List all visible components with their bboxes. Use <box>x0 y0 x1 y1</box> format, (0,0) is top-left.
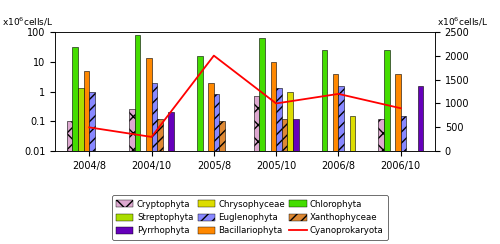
Bar <box>214 94 220 244</box>
Text: x10$^6$cells/L: x10$^6$cells/L <box>437 16 488 28</box>
Bar <box>270 62 276 244</box>
Bar <box>378 119 384 244</box>
Bar <box>338 86 344 244</box>
Bar <box>254 96 260 244</box>
Bar <box>400 116 406 244</box>
Bar <box>288 92 293 244</box>
Bar <box>395 73 400 244</box>
Bar <box>72 47 78 244</box>
Bar <box>78 88 84 244</box>
Bar <box>67 121 72 244</box>
Legend: Cryptophyta, Streptophyta, Pyrrhophyta, Chrysophyceae, Euglenophyta, Bacillariop: Cryptophyta, Streptophyta, Pyrrhophyta, … <box>112 195 388 240</box>
Bar <box>129 110 134 244</box>
Bar <box>322 50 327 244</box>
Bar <box>134 35 140 244</box>
Bar <box>282 119 288 244</box>
Bar <box>260 38 265 244</box>
Bar <box>333 73 338 244</box>
Bar <box>157 119 163 244</box>
Bar <box>276 88 282 244</box>
Bar <box>146 58 152 244</box>
Bar <box>220 121 225 244</box>
Bar <box>197 56 202 244</box>
Bar <box>84 71 89 244</box>
Bar <box>293 119 298 244</box>
Text: x10$^6$cells/L: x10$^6$cells/L <box>2 16 53 28</box>
Bar <box>350 116 356 244</box>
Bar <box>418 86 423 244</box>
Bar <box>208 82 214 244</box>
Bar <box>168 112 174 244</box>
Bar <box>152 82 157 244</box>
Bar <box>90 92 95 244</box>
Bar <box>384 50 390 244</box>
